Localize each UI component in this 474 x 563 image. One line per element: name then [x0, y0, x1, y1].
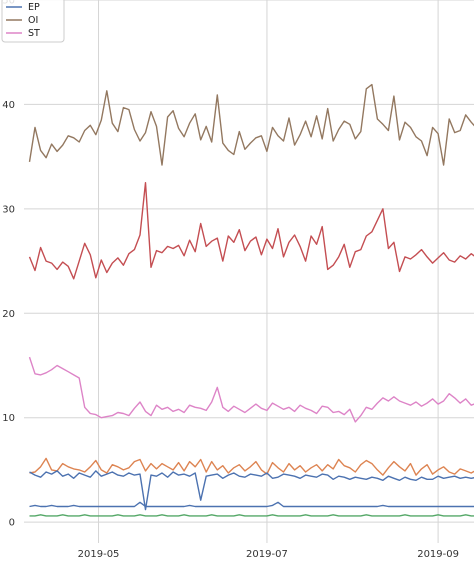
y-tick-label: 0: [9, 518, 15, 529]
y-tick-label: 40: [2, 100, 15, 111]
series-lines: [28, 83, 474, 517]
legend-label-oi: OI: [28, 15, 38, 26]
y-tick-label: 30: [2, 204, 15, 215]
x-tick-label: 2019-07: [246, 549, 288, 560]
legend: EP OI ST: [1, 0, 65, 43]
legend-label-st: ST: [28, 28, 40, 39]
series-line-st: [28, 356, 474, 423]
series-line-unlabeled-5: [29, 514, 474, 517]
series-line-ep: [29, 501, 474, 508]
legend-label-ep: EP: [28, 2, 40, 13]
x-tick-label: 2019-05: [78, 549, 120, 560]
series-line-oi: [28, 83, 474, 166]
y-tick-label: 20: [2, 309, 15, 320]
grid: [24, 0, 474, 543]
series-line-unlabeled-4: [29, 457, 474, 476]
x-tick-label: 2019-09: [417, 549, 459, 560]
series-line-unlabeled-3: [28, 181, 474, 280]
y-tick-label: 10: [2, 413, 15, 424]
series-line-unlabeled-6: [29, 470, 474, 511]
legend-box: [1, 0, 65, 43]
